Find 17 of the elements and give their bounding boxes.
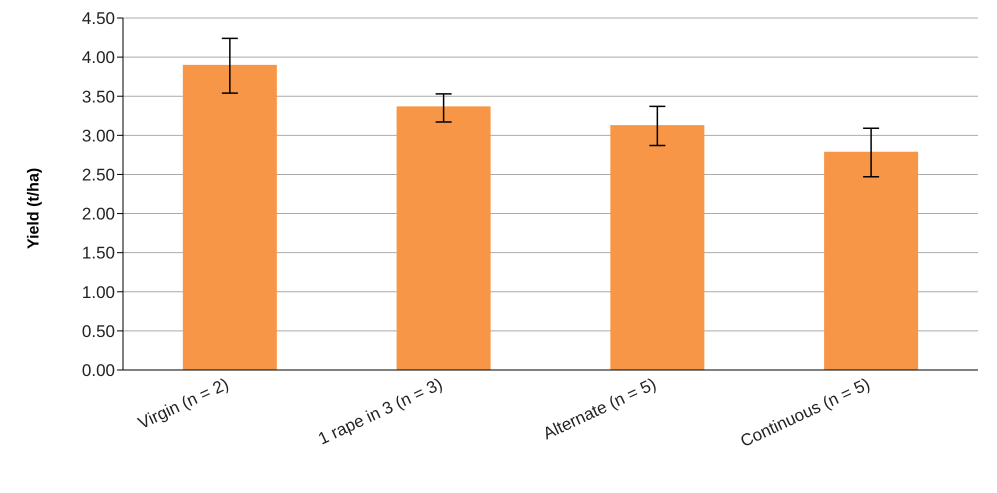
y-tick-label: 4.50	[82, 9, 115, 28]
y-tick-label: 4.00	[82, 48, 115, 68]
y-tick-label: 1.00	[82, 282, 115, 302]
y-axis-title: Yield (t/ha)	[26, 168, 43, 249]
y-tick-label: 3.00	[82, 126, 115, 146]
bar	[182, 64, 277, 370]
bar	[396, 106, 491, 370]
y-tick-label: 0.00	[82, 361, 115, 380]
y-tick-label: 2.50	[82, 165, 115, 184]
y-tick-label: 3.50	[82, 87, 115, 106]
y-tick-label: 0.50	[82, 322, 115, 341]
bar	[610, 125, 704, 370]
bar	[824, 152, 918, 370]
y-tick-label: 2.00	[82, 204, 115, 224]
x-tick-label: Virgin (n = 2)	[135, 374, 232, 433]
y-tick-label: 1.50	[82, 244, 115, 263]
x-tick-label: 1 rape in 3 (n = 3)	[315, 374, 446, 449]
